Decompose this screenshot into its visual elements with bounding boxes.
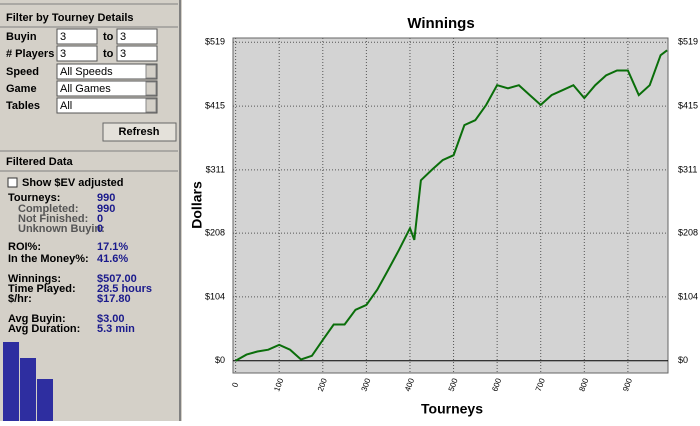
stat-label: Avg Duration: xyxy=(8,323,80,335)
stat-value: 0 xyxy=(97,213,103,225)
stat-value: 0 xyxy=(97,223,103,235)
stat-value: 28.5 hours xyxy=(97,283,152,295)
stat-value: $17.80 xyxy=(97,293,131,305)
chart-title: Winnings xyxy=(407,15,474,32)
label: to xyxy=(103,48,114,60)
stat-value: $3.00 xyxy=(97,313,125,325)
select-value: All Speeds xyxy=(60,66,113,78)
x-axis-title: Tourneys xyxy=(421,401,483,417)
input-value: 3 xyxy=(120,31,126,43)
label: Game xyxy=(6,83,37,95)
label: # Players xyxy=(6,48,54,60)
section-title: Filtered Data xyxy=(6,156,74,168)
select-value: All Games xyxy=(60,83,111,95)
y-tick-label-right: $208 xyxy=(678,227,698,237)
label: to xyxy=(103,31,114,43)
x-tick-label: 700 xyxy=(534,377,547,393)
x-tick-label: 0 xyxy=(230,381,240,389)
mini-bars xyxy=(3,342,53,421)
label: Tables xyxy=(6,100,40,112)
input-value: 3 xyxy=(60,48,66,60)
input[interactable] xyxy=(116,45,158,62)
stat-label: Tourneys: xyxy=(8,192,60,204)
refresh-button[interactable] xyxy=(102,122,177,142)
select-value: All xyxy=(60,100,72,112)
y-tick-label: $0 xyxy=(215,355,225,365)
stat-value: 5.3 min xyxy=(97,323,135,335)
stat-value: 17.1% xyxy=(97,241,128,253)
winnings-line xyxy=(235,49,668,362)
y-tick-label-right: $0 xyxy=(678,355,688,365)
checkbox-label: Show $EV adjusted xyxy=(22,177,123,189)
stat-label: ROI%: xyxy=(8,241,41,253)
label: Speed xyxy=(6,66,39,78)
stat-label: $/hr: xyxy=(8,293,32,305)
stats: Tourneys: 990 Completed: 990 Not Finished: 0U… xyxy=(8,192,152,335)
stat-label: In the Money%: xyxy=(8,253,89,265)
y-tick-label: $311 xyxy=(206,164,225,174)
x-tick-label: 200 xyxy=(316,377,329,393)
stat-label: Avg Buyin: xyxy=(8,313,66,325)
select[interactable] xyxy=(56,97,158,114)
input[interactable] xyxy=(116,28,158,45)
y-tick-label: $208 xyxy=(205,227,225,237)
stat-value: 990 xyxy=(97,192,115,204)
dropdown-buttons xyxy=(145,64,157,113)
y-tick-label-right: $311 xyxy=(678,164,697,174)
x-tick-label: 400 xyxy=(403,377,416,393)
stat-label: Winnings: xyxy=(8,273,61,285)
y-tick-label: $104 xyxy=(205,291,225,301)
select[interactable] xyxy=(56,63,158,80)
y-tick-label-right: $415 xyxy=(678,100,698,110)
section-title: Filter by Tourney Details xyxy=(6,12,134,24)
input[interactable] xyxy=(56,45,98,62)
select[interactable] xyxy=(56,80,158,97)
stat-value: 990 xyxy=(97,203,115,215)
y-tick-label: $519 xyxy=(205,37,225,47)
input-value: 3 xyxy=(60,31,66,43)
stat-label: Time Played: xyxy=(8,283,76,295)
x-tick-label: 500 xyxy=(447,377,460,393)
y-tick-label: $415 xyxy=(205,100,225,110)
input-value: 3 xyxy=(120,48,126,60)
x-tick-label: 600 xyxy=(490,377,503,393)
stat-label: Unknown Buyin: xyxy=(18,223,105,235)
y-axis-title: Dollars xyxy=(189,181,205,229)
x-tick-label: 100 xyxy=(272,377,285,393)
stat-value: $507.00 xyxy=(97,273,137,285)
plot: $0 $0 $104 $104 $208 $208 $311 $311 $415 $415 $519… xyxy=(205,37,698,393)
stat-label: Completed: xyxy=(18,203,79,215)
button-label: Refresh xyxy=(119,126,160,138)
x-tick-label: 300 xyxy=(359,377,372,393)
label: Buyin xyxy=(6,31,37,43)
x-tick-label: 800 xyxy=(577,377,590,393)
checkbox[interactable] xyxy=(7,177,18,188)
stat-value: 41.6% xyxy=(97,253,128,265)
stat-label: Not Finished: xyxy=(18,213,88,225)
input[interactable] xyxy=(56,28,98,45)
y-tick-label-right: $104 xyxy=(678,291,698,301)
plot-area xyxy=(232,37,669,374)
x-tick-label: 900 xyxy=(621,377,634,393)
y-tick-label-right: $519 xyxy=(678,37,698,47)
